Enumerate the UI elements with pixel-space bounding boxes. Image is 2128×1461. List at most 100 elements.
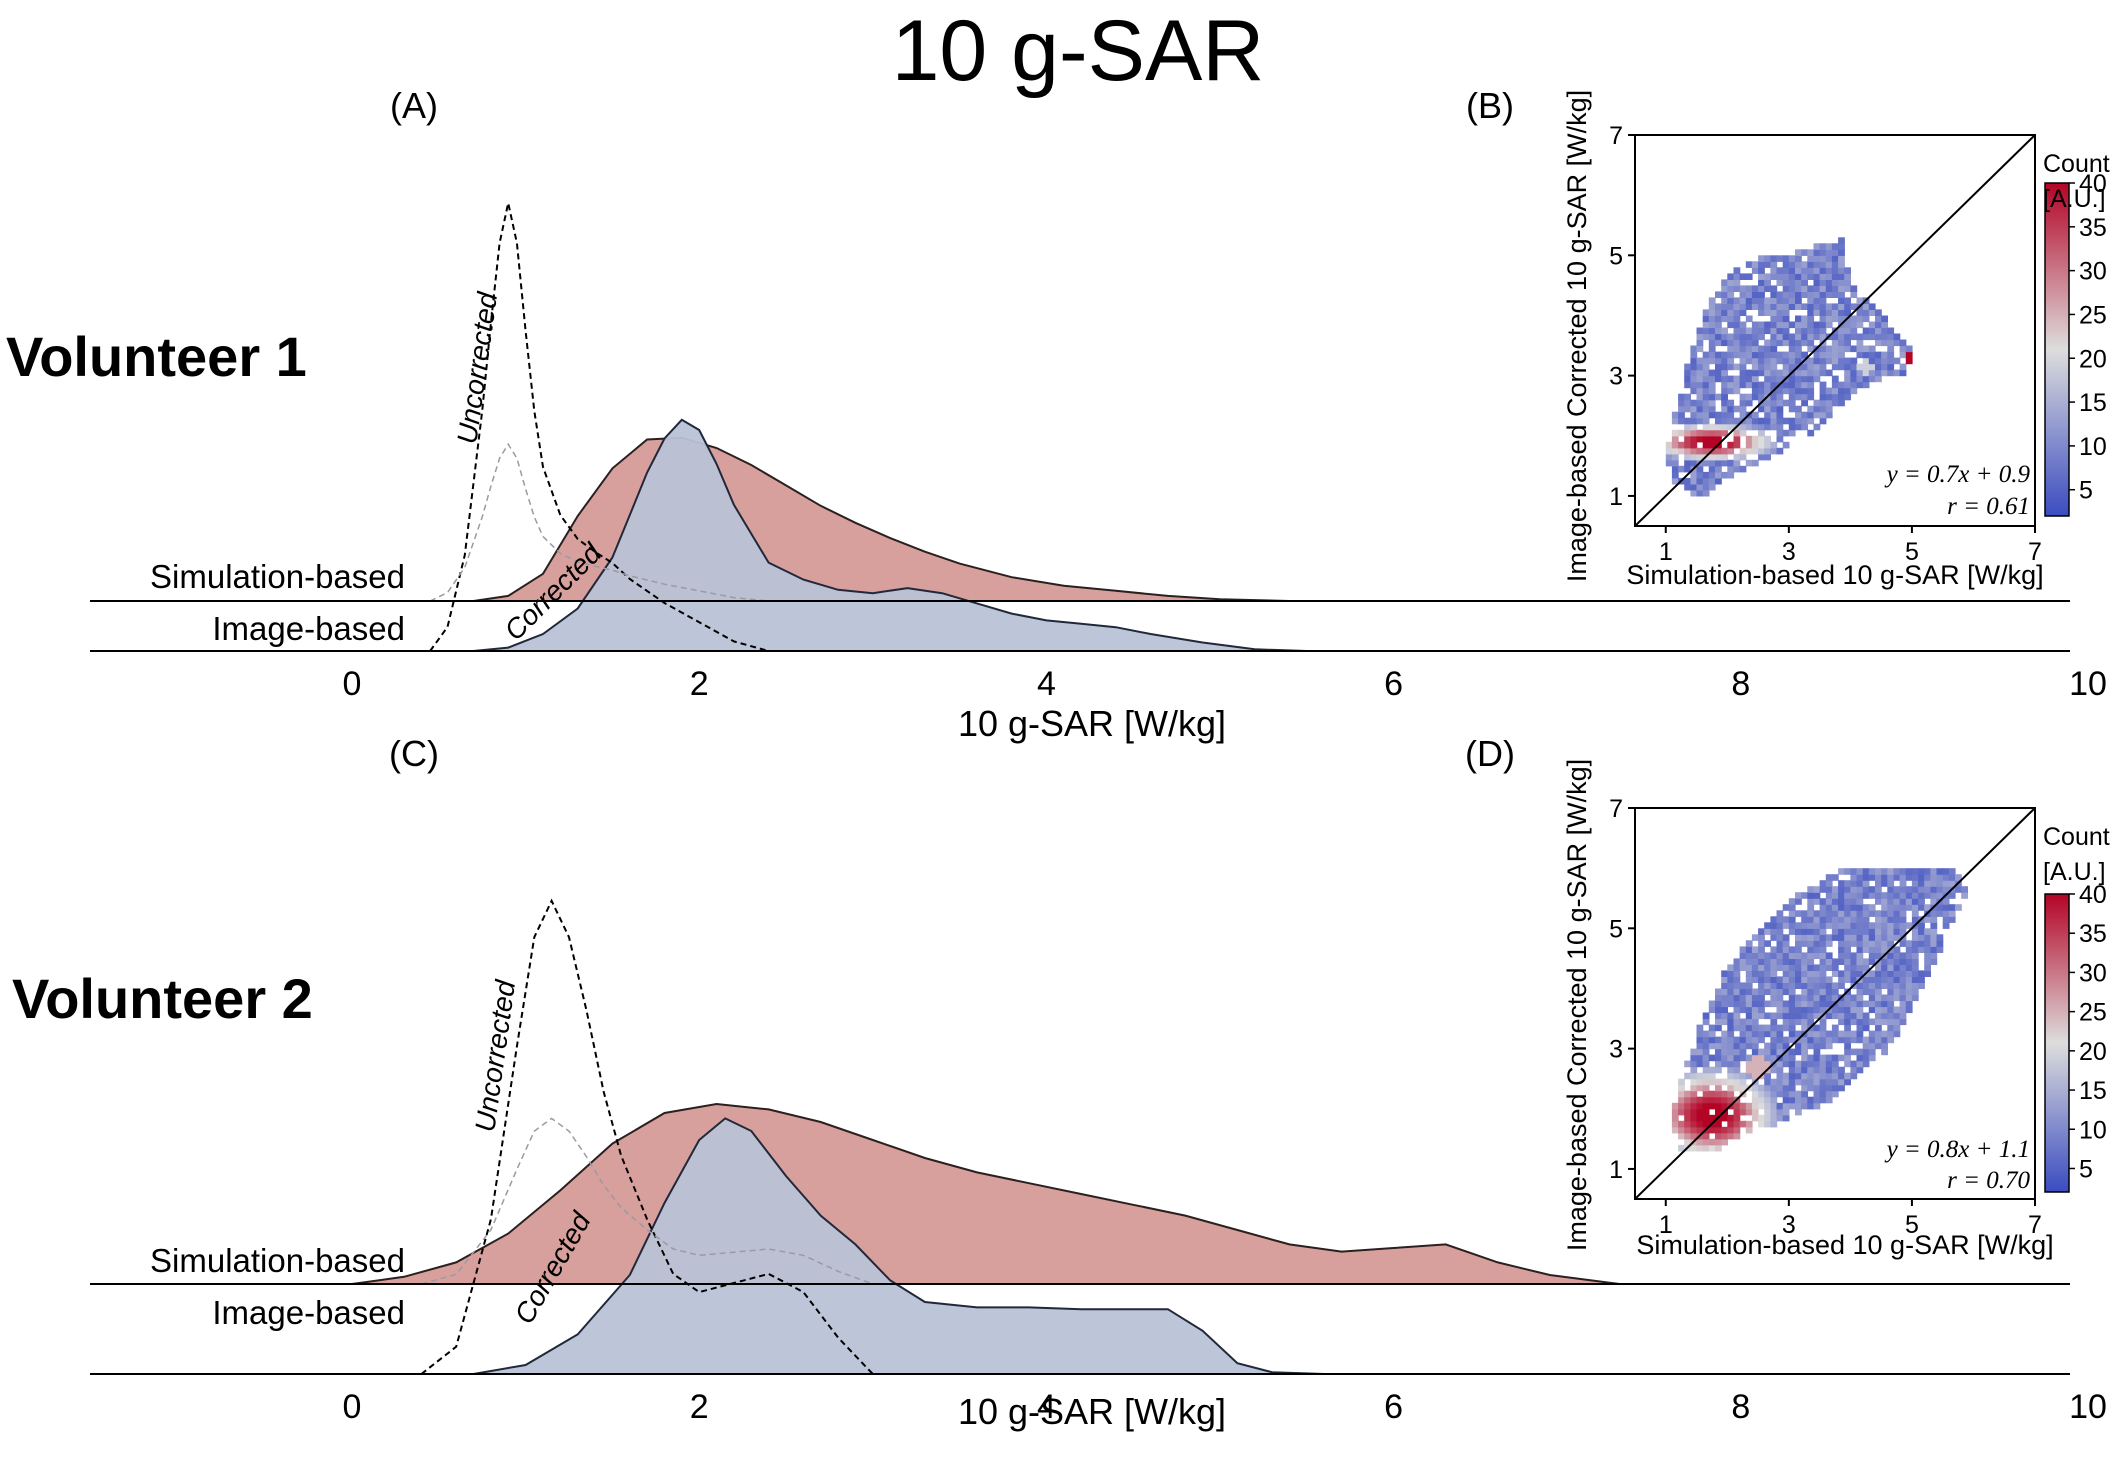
heat-cell <box>1844 922 1851 929</box>
heat-cell <box>1764 952 1771 959</box>
heat-cell <box>1924 964 1931 971</box>
panel-b-identity-line <box>1634 134 2036 527</box>
heat-cell <box>1850 1072 1858 1080</box>
heat-cell <box>1862 1042 1870 1050</box>
heat-cell <box>1905 946 1913 953</box>
heat-cell <box>1788 261 1796 268</box>
heat-cell <box>1696 327 1704 335</box>
heat-cell <box>1813 952 1821 959</box>
heat-cell <box>1758 381 1765 389</box>
heat-cell <box>1893 958 1901 965</box>
heat-cell <box>1721 1048 1728 1056</box>
heat-cell <box>1770 345 1778 353</box>
heat-cell <box>1881 315 1888 323</box>
heat-cell <box>1782 327 1790 335</box>
y-tick-label: 5 <box>1609 242 1623 270</box>
heat-cell <box>1788 1078 1796 1086</box>
heat-cell <box>1899 1006 1907 1014</box>
heat-cell <box>1838 1012 1845 1020</box>
heat-cell <box>1788 1036 1796 1044</box>
heat-cell <box>1702 1018 1710 1026</box>
heat-cell <box>1770 327 1778 335</box>
heat-cell <box>1825 988 1833 996</box>
heat-cell <box>1813 333 1821 341</box>
heat-cell <box>1911 874 1919 881</box>
heat-cell <box>1899 910 1907 917</box>
heat-cell <box>1899 958 1907 965</box>
heat-cell <box>1770 405 1778 413</box>
heat-cell <box>1715 1054 1722 1062</box>
heat-cell <box>1751 964 1759 971</box>
heat-cell <box>1868 309 1876 316</box>
heat-cell <box>1788 1024 1796 1032</box>
heat-cell <box>1782 1114 1790 1122</box>
heat-cell <box>1795 273 1802 280</box>
heat-cell <box>1875 369 1882 377</box>
heat-cell <box>1862 976 1870 983</box>
heat-cell <box>1875 934 1882 941</box>
heat-cell <box>1764 405 1771 413</box>
heat-cell <box>1819 249 1827 256</box>
heat-cell <box>1838 892 1845 899</box>
heat-cell <box>1813 910 1821 917</box>
heat-cell <box>1733 1078 1741 1086</box>
heat-cell <box>1831 1036 1839 1044</box>
heat-cell <box>1930 916 1938 923</box>
heat-cell <box>1850 345 1858 353</box>
heat-cell <box>1751 441 1759 449</box>
heat-cell <box>1764 345 1771 353</box>
heat-cell <box>1893 357 1901 365</box>
heat-cell <box>1702 375 1710 383</box>
heat-cell <box>1745 339 1753 347</box>
heat-cell <box>1881 934 1888 941</box>
heat-cell <box>1733 1108 1741 1116</box>
heat-cell <box>1671 477 1679 485</box>
heat-cell <box>1721 279 1728 286</box>
heat-cell <box>1733 297 1741 304</box>
colorbar-tick-label: 35 <box>2079 214 2107 242</box>
y-tick-label: 1 <box>1609 1156 1623 1184</box>
heat-cell <box>1795 1078 1802 1086</box>
heat-cell <box>1751 333 1759 341</box>
heat-cell <box>1825 1054 1833 1062</box>
heat-cell <box>1758 1036 1765 1044</box>
heat-cell <box>1745 988 1753 996</box>
heat-cell <box>1819 1024 1827 1032</box>
heat-cell <box>1862 892 1870 899</box>
heat-cell <box>1758 1054 1765 1062</box>
heat-cell <box>1776 976 1784 983</box>
heat-cell <box>1721 375 1728 383</box>
heat-cell <box>1795 249 1802 256</box>
heat-cell <box>1721 976 1728 983</box>
heat-cell <box>1831 988 1839 996</box>
heat-cell <box>1850 970 1858 977</box>
heat-cell <box>1733 1132 1741 1140</box>
heat-cell <box>1758 1048 1765 1056</box>
heat-cell <box>1887 327 1895 335</box>
heat-cell <box>1733 1114 1741 1122</box>
heat-cell <box>1807 1000 1815 1008</box>
heat-cell <box>1782 1054 1790 1062</box>
heat-cell <box>1770 255 1778 262</box>
heat-cell <box>1696 1054 1704 1062</box>
heat-cell <box>1881 874 1888 881</box>
heat-cell <box>1813 1102 1821 1110</box>
heat-cell <box>1918 880 1925 887</box>
x-tick-label: 5 <box>1905 538 1919 566</box>
heat-cell <box>1751 381 1759 389</box>
heat-cell <box>1708 381 1716 389</box>
heat-cell <box>1862 381 1870 389</box>
heat-cell <box>1696 357 1704 365</box>
heat-cell <box>1819 940 1827 947</box>
heat-cell <box>1788 267 1796 274</box>
heat-cell <box>1739 988 1747 996</box>
heat-cell <box>1856 375 1864 383</box>
heat-cell <box>1721 1006 1728 1014</box>
heat-cell <box>1813 309 1821 316</box>
heat-cell <box>1918 928 1925 935</box>
heat-cell <box>1850 363 1858 371</box>
heat-cell <box>1764 1012 1771 1020</box>
heat-cell <box>1862 964 1870 971</box>
heat-cell <box>1727 976 1735 983</box>
heat-cell <box>1795 1048 1802 1056</box>
